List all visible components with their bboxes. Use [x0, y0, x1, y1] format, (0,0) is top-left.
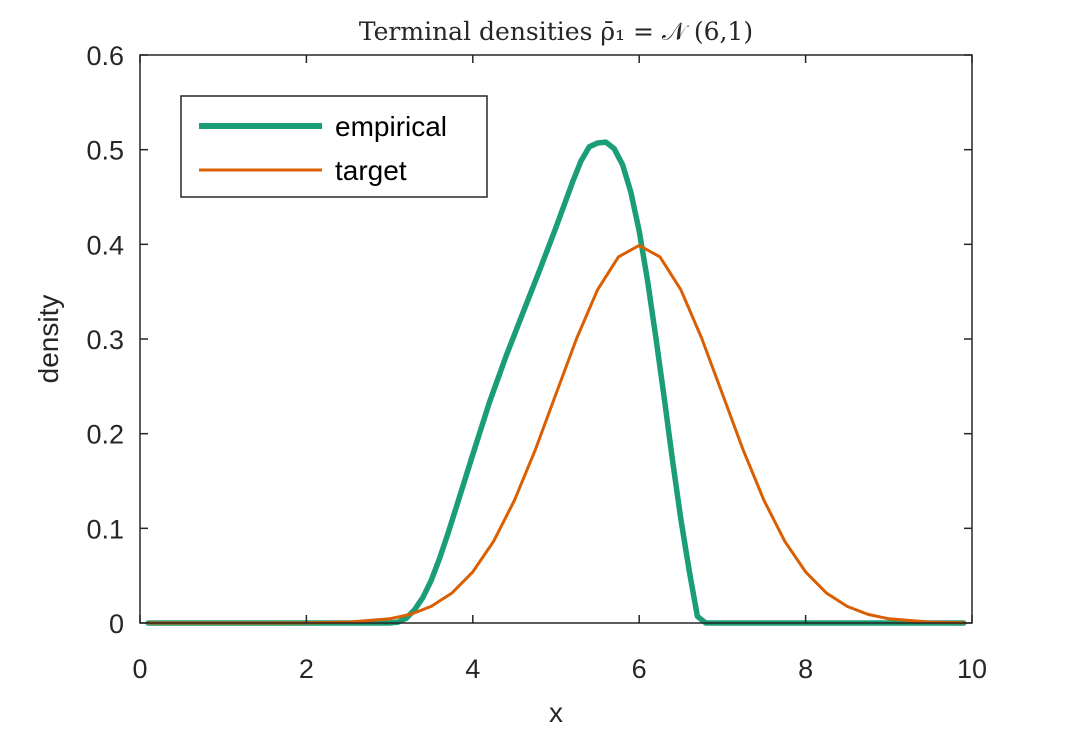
series-line-empirical [145, 139, 967, 626]
x-tick-label: 10 [957, 654, 987, 684]
legend-box [180, 95, 488, 198]
ticks-layer: 0 2 4 6 8 10 0 0.1 0.2 0.3 0.4 0.5 0.6 [86, 41, 987, 684]
y-tick-label: 0.2 [86, 420, 124, 450]
legend: empirical target [180, 95, 488, 198]
y-tick-label: 0.3 [86, 325, 124, 355]
legend-label-target: target [335, 155, 407, 186]
y-tick-label: 0.1 [86, 514, 124, 544]
legend-label-empirical: empirical [335, 111, 447, 142]
x-tick-label: 6 [632, 654, 647, 684]
y-tick-label: 0.5 [86, 136, 124, 166]
x-tick-label: 8 [798, 654, 813, 684]
x-tick-label: 0 [132, 654, 147, 684]
y-axis-label: density [33, 295, 64, 384]
chart-title: Terminal densities ρ̄₁ = 𝒩 (6,1) [359, 17, 753, 46]
series-layer [145, 139, 967, 626]
x-tick-label: 4 [465, 654, 480, 684]
y-tick-label: 0.4 [86, 230, 124, 260]
series-line-target [146, 243, 966, 625]
x-axis-label: x [549, 697, 563, 728]
x-tick-label: 2 [299, 654, 314, 684]
y-tick-label: 0.6 [86, 41, 124, 71]
y-tick-label: 0 [109, 609, 124, 639]
